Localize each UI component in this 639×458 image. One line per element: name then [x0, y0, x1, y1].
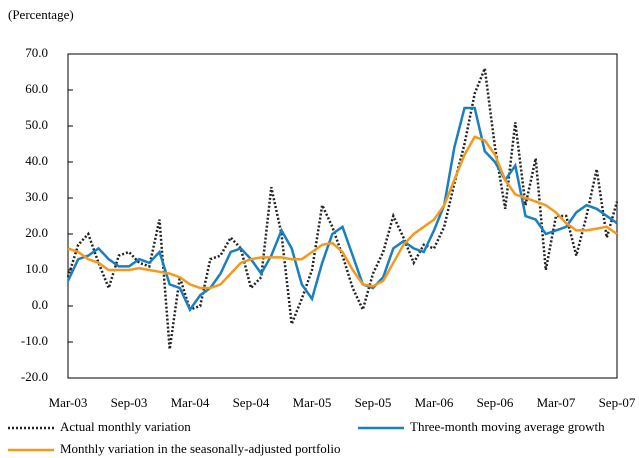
y-tick-label: 10.0 — [25, 261, 48, 276]
y-tick-label: 50.0 — [25, 117, 48, 132]
x-tick-label: Sep-07 — [599, 395, 636, 410]
x-tick-label: Sep-05 — [355, 395, 392, 410]
x-tick-label: Sep-03 — [111, 395, 148, 410]
legend-label: Monthly variation in the seasonally-adju… — [60, 441, 341, 456]
x-tick-label: Mar-06 — [415, 395, 454, 410]
y-axis-label: (Percentage) — [8, 7, 74, 22]
x-tick-label: Mar-04 — [171, 395, 210, 410]
y-tick-label: 70.0 — [25, 45, 48, 60]
y-tick-label: 0.0 — [32, 297, 48, 312]
y-tick-label: 30.0 — [25, 189, 48, 204]
x-tick-label: Mar-07 — [537, 395, 576, 410]
x-tick-label: Mar-05 — [293, 395, 332, 410]
series-line — [66, 63, 619, 350]
y-tick-label: -10.0 — [21, 333, 48, 348]
legend-label: Three-month moving average growth — [410, 419, 605, 434]
series-line — [66, 106, 618, 313]
series-line — [67, 135, 618, 290]
x-tick-label: Sep-04 — [233, 395, 270, 410]
x-tick-label: Mar-03 — [49, 395, 88, 410]
y-tick-label: 40.0 — [25, 153, 48, 168]
y-tick-label: 60.0 — [25, 81, 48, 96]
y-tick-label: -20.0 — [21, 369, 48, 384]
y-tick-label: 20.0 — [25, 225, 48, 240]
legend-label: Actual monthly variation — [60, 419, 191, 434]
plot-frame — [67, 53, 618, 379]
x-tick-label: Sep-06 — [477, 395, 514, 410]
